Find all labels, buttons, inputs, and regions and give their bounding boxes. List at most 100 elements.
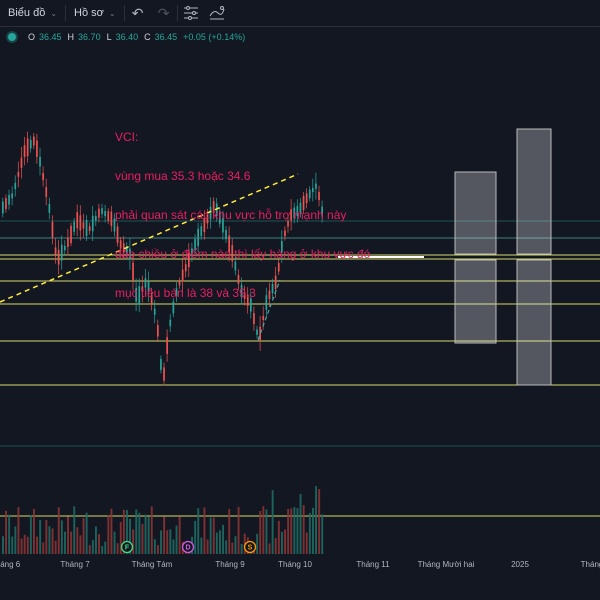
candle-body <box>312 187 314 193</box>
volume-bar <box>166 530 169 554</box>
change-value: +0.05 (+0.14%) <box>183 32 246 42</box>
volume-bar <box>2 536 4 554</box>
volume-bar <box>8 514 11 554</box>
candle-body <box>296 205 299 216</box>
candle-body <box>70 225 72 244</box>
volume-bar <box>305 532 308 554</box>
time-axis-label: Tháng 7 <box>60 560 90 569</box>
volume-bar <box>85 512 88 554</box>
candle-body <box>277 263 280 272</box>
candle-body <box>225 229 227 240</box>
target-box <box>454 171 497 255</box>
event-marker-label: S <box>248 545 253 552</box>
candle-body <box>23 145 26 157</box>
candle-body <box>231 245 234 262</box>
time-axis[interactable]: háng 6 Tháng 7 Tháng Tám Tháng 9 Tháng 1… <box>0 555 600 575</box>
volume-bar <box>277 520 280 554</box>
volume-bar <box>256 533 259 554</box>
volume-bar <box>150 506 153 554</box>
volume-bar <box>274 538 277 554</box>
volume-bar <box>23 534 26 554</box>
volume-bar <box>308 512 311 554</box>
candle-body <box>95 215 97 221</box>
candle-body <box>144 278 147 288</box>
candle-body <box>188 252 190 268</box>
volume-bar <box>14 526 17 554</box>
close-label: C <box>144 32 151 42</box>
volume-bar <box>225 540 228 554</box>
volume-bar <box>144 514 147 554</box>
target-box <box>516 128 552 255</box>
time-axis-label: Tháng <box>580 560 600 569</box>
candle-body <box>315 183 317 189</box>
status-dot-icon <box>8 33 16 41</box>
candle-body <box>132 262 134 281</box>
candle-body <box>107 211 110 222</box>
undo-icon[interactable]: ↶ <box>131 4 144 21</box>
volume-bar <box>284 529 286 554</box>
candle-body <box>157 325 159 337</box>
volume-bar <box>259 511 262 554</box>
volume-bar <box>91 540 94 554</box>
candlestick-series <box>2 131 323 386</box>
event-marker-icon <box>120 540 134 554</box>
candle-body <box>219 211 221 224</box>
volume-bar <box>129 518 131 554</box>
chart-menu-button[interactable]: Biểu đồ ⌄ <box>0 0 65 26</box>
volume-bar <box>321 514 324 554</box>
candle-body <box>67 237 69 248</box>
note-line: phải quan sát các khu vực hỗ trợ mạnh nà… <box>115 208 347 222</box>
drawing-tools-icon[interactable] <box>204 0 230 26</box>
volume-bar <box>67 516 69 554</box>
candle-body <box>250 298 252 312</box>
volume-bar <box>312 507 314 554</box>
profile-menu-label: Hồ sơ <box>74 7 104 19</box>
candle-body <box>141 286 144 292</box>
volume-bar <box>231 542 234 554</box>
candle-body <box>287 221 289 227</box>
volume-bar <box>104 541 107 554</box>
volume-bar <box>119 521 122 554</box>
chevron-down-icon: ⌄ <box>108 8 116 18</box>
candle-body <box>33 136 35 146</box>
profile-menu-button[interactable]: Hồ sơ ⌄ <box>66 0 124 26</box>
toolbar-divider <box>123 5 125 21</box>
volume-bar <box>17 507 20 554</box>
candle-body <box>234 261 237 271</box>
candle-body <box>160 358 162 371</box>
volume-bar <box>293 507 296 554</box>
volume-bar <box>110 508 113 554</box>
top-toolbar: Biểu đồ ⌄ Hồ sơ ⌄ ↶ ↷ <box>0 0 600 27</box>
note-line: mục tiêu bán là 38 và 39.3 <box>115 286 256 300</box>
volume-bar <box>237 506 240 554</box>
candle-body <box>26 138 29 157</box>
candle-body <box>122 243 125 253</box>
time-axis-label: Tháng 9 <box>215 560 245 569</box>
volume-bar <box>265 509 268 554</box>
candle-body <box>135 287 137 302</box>
toolbar-divider <box>176 5 178 21</box>
note-line: vùng mua 35.3 hoặc 34.6 <box>115 169 251 183</box>
volume-bar <box>178 516 181 554</box>
candle-body <box>20 157 23 168</box>
volume-bar <box>271 490 274 554</box>
event-marker-label: F <box>125 545 130 552</box>
volume-bar <box>299 494 302 554</box>
trade-note[interactable]: VCI: vùng mua 35.3 hoặc 34.6 phải quan s… <box>115 105 370 313</box>
volume-bar <box>88 545 91 554</box>
candle-body <box>8 194 10 205</box>
candle-body <box>64 245 66 251</box>
volume-bar <box>206 539 209 554</box>
chart-menu-label: Biểu đồ <box>8 7 46 19</box>
horizontal-levels <box>0 220 600 517</box>
dashed-trendline <box>0 173 299 303</box>
candle-body <box>305 193 308 204</box>
volume-bar <box>73 506 76 554</box>
redo-icon[interactable]: ↷ <box>157 4 170 21</box>
candle-body <box>191 248 193 257</box>
candle-body <box>321 206 323 217</box>
indicator-settings-icon[interactable] <box>178 0 204 26</box>
candle-body <box>36 140 38 157</box>
